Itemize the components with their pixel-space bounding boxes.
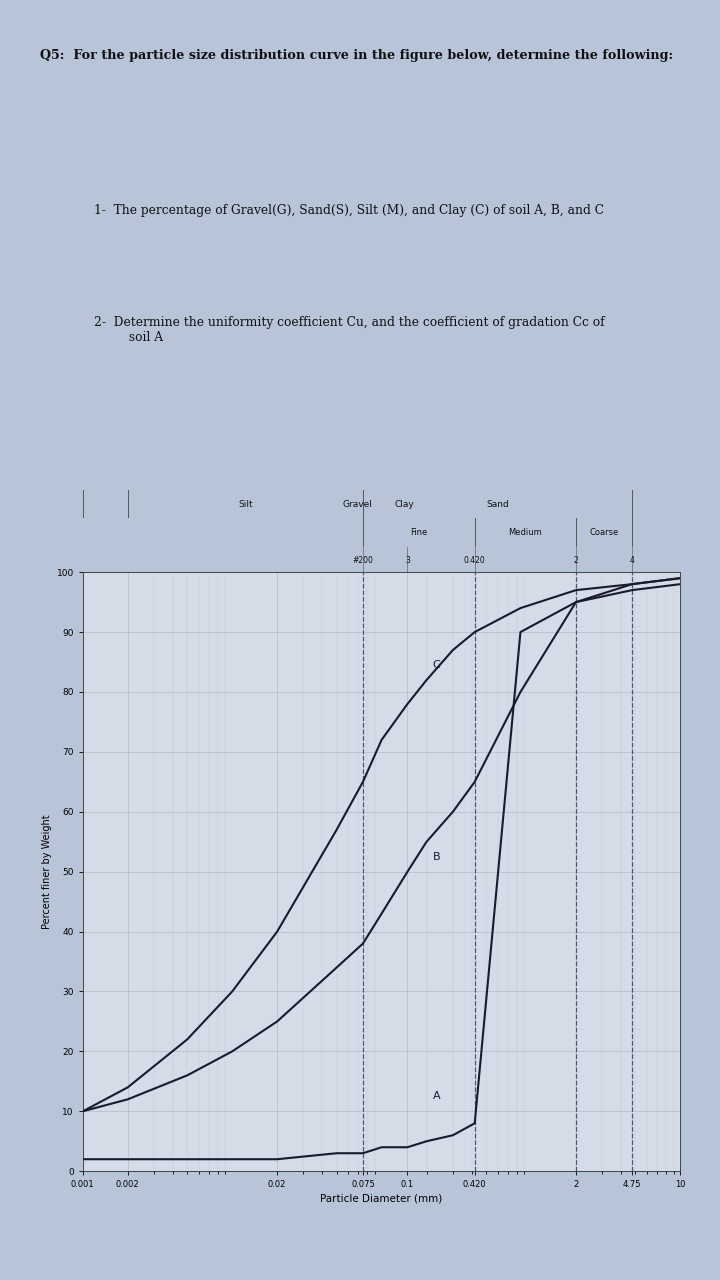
Text: A: A bbox=[433, 1092, 441, 1101]
Text: C: C bbox=[433, 660, 441, 669]
Text: Sand: Sand bbox=[486, 499, 509, 509]
Text: Coarse: Coarse bbox=[590, 527, 618, 538]
Text: Gravel: Gravel bbox=[343, 499, 372, 509]
Text: #200: #200 bbox=[353, 556, 374, 566]
Text: Fine: Fine bbox=[410, 527, 428, 538]
Y-axis label: Percent finer by Weight: Percent finer by Weight bbox=[42, 814, 53, 929]
Text: 3: 3 bbox=[405, 556, 410, 566]
Text: Clay: Clay bbox=[395, 499, 414, 509]
Text: 2: 2 bbox=[574, 556, 578, 566]
Text: 0.420: 0.420 bbox=[464, 556, 485, 566]
Text: 2-  Determine the uniformity coefficient Cu, and the coefficient of gradation Cc: 2- Determine the uniformity coefficient … bbox=[94, 316, 604, 344]
X-axis label: Particle Diameter (mm): Particle Diameter (mm) bbox=[320, 1193, 443, 1203]
Text: Medium: Medium bbox=[508, 527, 542, 538]
Text: Silt: Silt bbox=[238, 499, 253, 509]
Text: 4: 4 bbox=[630, 556, 634, 566]
Text: 1-  The percentage of Gravel(G), Sand(S), Silt (M), and Clay (C) of soil A, B, a: 1- The percentage of Gravel(G), Sand(S),… bbox=[94, 205, 603, 218]
Text: B: B bbox=[433, 851, 441, 861]
Text: Q5:  For the particle size distribution curve in the figure below, determine the: Q5: For the particle size distribution c… bbox=[40, 49, 672, 61]
